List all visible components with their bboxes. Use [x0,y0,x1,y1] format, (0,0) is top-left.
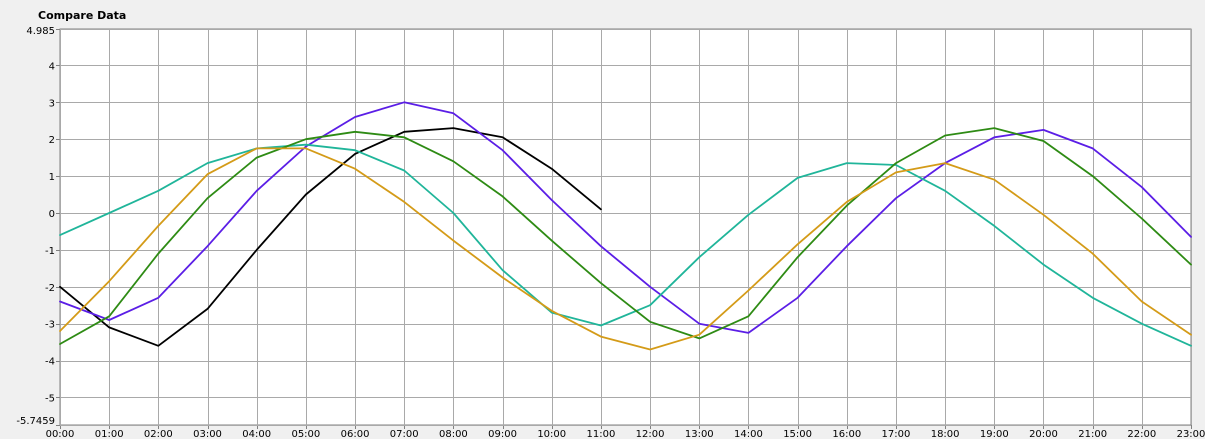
x-tick-label: 04:00 [242,429,271,439]
x-tick-label: 06:00 [341,429,370,439]
chart-title: Compare Data [38,9,126,22]
series-line-4 [59,127,1192,345]
x-tick-label: 10:00 [537,429,566,439]
series-lines [59,101,1192,351]
x-tick-label: 05:00 [291,429,320,439]
series-line-2 [59,101,1192,334]
x-tick-label: 20:00 [1029,429,1058,439]
x-tick-label: 19:00 [980,429,1009,439]
x-tick-label: 23:00 [1177,429,1205,439]
x-tick-label: 13:00 [685,429,714,439]
x-tick-label: 17:00 [882,429,911,439]
y-tick-label: 3 [49,98,55,109]
x-tick-label: 09:00 [488,429,517,439]
x-tick-label: 02:00 [144,429,173,439]
grid-lines [56,29,1192,429]
x-tick-label: 14:00 [734,429,763,439]
x-tick-label: 12:00 [636,429,665,439]
x-tick-label: 07:00 [390,429,419,439]
y-tick-label: -1 [45,246,55,257]
y-tick-label: 1 [49,172,55,183]
y-tick-label: 4.985 [26,26,55,37]
x-tick-label: 15:00 [783,429,812,439]
y-tick-label: -5.7459 [16,416,55,427]
y-tick-label: 2 [49,135,55,146]
y-axis-tick-labels: 4.985 4 3 2 1 0 -1 -2 -3 -4 -5 -5.7459 [16,26,55,427]
x-tick-label: 00:00 [46,429,75,439]
x-tick-label: 21:00 [1078,429,1107,439]
plot-area [59,28,1192,426]
x-tick-label: 11:00 [586,429,615,439]
y-tick-label: -5 [45,393,55,404]
y-tick-label: 0 [49,209,55,220]
y-tick-label: 4 [49,61,55,72]
x-axis-tick-labels: 00:00 01:00 02:00 03:00 04:00 05:00 06:00 07:00… [46,429,1205,439]
x-tick-label: 22:00 [1127,429,1156,439]
y-tick-label: -3 [45,320,55,331]
x-tick-label: 03:00 [193,429,222,439]
x-tick-label: 18:00 [931,429,960,439]
series-line-5 [59,147,1192,351]
series-line-3 [59,143,1192,347]
y-tick-label: -4 [45,357,55,368]
x-tick-label: 08:00 [439,429,468,439]
x-tick-label: 01:00 [95,429,124,439]
y-tick-label: -2 [45,283,55,294]
series-line-1 [59,127,602,347]
x-tick-label: 16:00 [832,429,861,439]
